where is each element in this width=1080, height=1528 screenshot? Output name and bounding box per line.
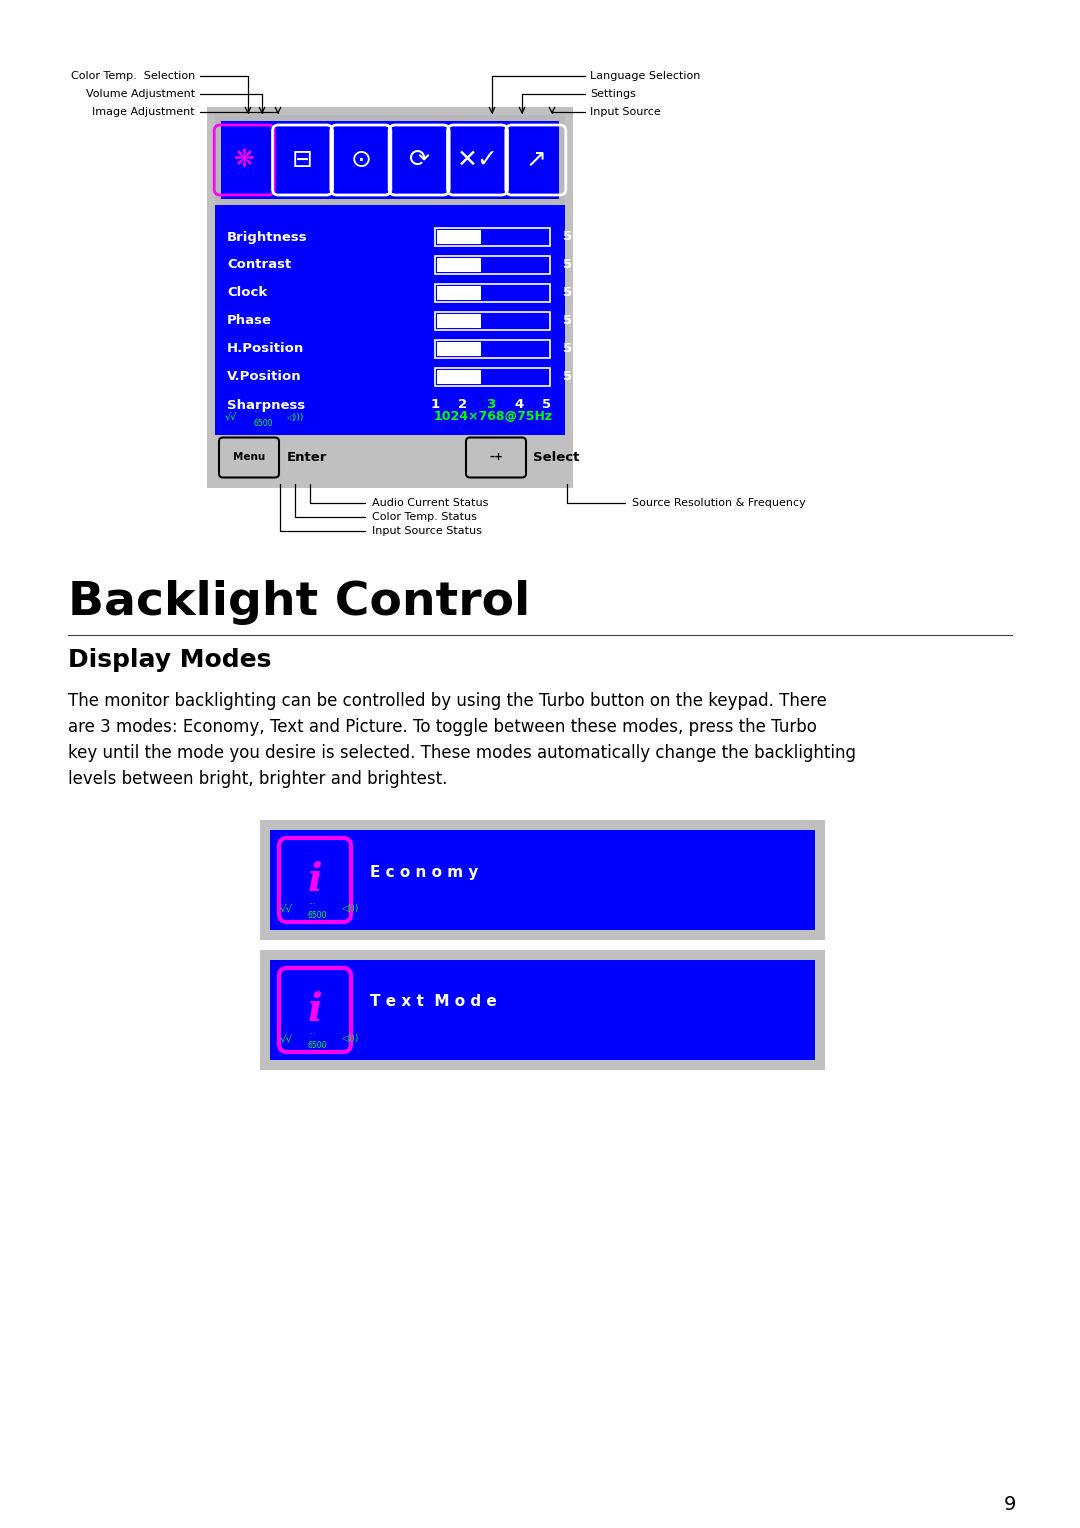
Text: √√: √√: [225, 413, 238, 422]
Text: Volume Adjustment: Volume Adjustment: [86, 89, 195, 99]
Text: ···: ···: [253, 408, 260, 417]
FancyBboxPatch shape: [465, 437, 526, 477]
Text: Color Temp. Status: Color Temp. Status: [372, 512, 477, 523]
Text: ···: ···: [308, 900, 315, 909]
Bar: [435, 257, 550, 274]
Text: 5: 5: [542, 399, 552, 411]
Text: are 3 modes: Economy, Text and Picture. To toggle between these modes, press the: are 3 modes: Economy, Text and Picture. …: [68, 718, 816, 736]
Bar: [221, 121, 559, 199]
Text: The monitor backlighting can be controlled by using the Turbo button on the keyp: The monitor backlighting can be controll…: [68, 692, 827, 711]
Text: ⟳: ⟳: [408, 148, 430, 173]
Text: V.Position: V.Position: [227, 370, 301, 384]
Text: ⊟: ⊟: [292, 148, 313, 173]
Text: Image Adjustment: Image Adjustment: [93, 107, 195, 118]
FancyBboxPatch shape: [219, 437, 279, 477]
Text: ↗: ↗: [525, 148, 546, 173]
Text: 1024×768@75Hz: 1024×768@75Hz: [434, 411, 553, 423]
Text: 50: 50: [563, 370, 581, 384]
Bar: [435, 284, 550, 303]
Text: E c o n o m y: E c o n o m y: [370, 865, 478, 880]
Text: 2: 2: [458, 399, 468, 411]
Bar: [215, 115, 565, 205]
Text: Input Source Status: Input Source Status: [372, 526, 482, 536]
Text: 3: 3: [486, 399, 496, 411]
Bar: [435, 341, 550, 358]
Text: 50: 50: [563, 231, 581, 243]
Text: 50: 50: [563, 315, 581, 327]
Bar: [260, 950, 825, 1070]
Text: 6500: 6500: [308, 911, 327, 920]
Text: Audio Current Status: Audio Current Status: [372, 498, 488, 507]
Bar: [437, 313, 481, 329]
Text: ◁))): ◁))): [287, 413, 305, 422]
Text: Display Modes: Display Modes: [68, 648, 271, 672]
Text: 50: 50: [563, 258, 581, 272]
Text: √√: √√: [280, 903, 294, 914]
Text: Settings: Settings: [590, 89, 636, 99]
Bar: [437, 286, 481, 299]
Bar: [437, 231, 481, 244]
Text: Sharpness: Sharpness: [227, 399, 306, 411]
Text: 6500: 6500: [253, 419, 272, 428]
Text: ✕✓: ✕✓: [457, 148, 499, 173]
Text: i: i: [308, 860, 322, 898]
Text: 50: 50: [563, 287, 581, 299]
Text: –+: –+: [489, 452, 503, 463]
Text: i: i: [308, 992, 322, 1028]
Text: ⊙: ⊙: [350, 148, 372, 173]
Text: Language Selection: Language Selection: [590, 70, 700, 81]
Text: T e x t  M o d e: T e x t M o d e: [370, 995, 497, 1010]
Bar: [215, 205, 565, 435]
Bar: [437, 258, 481, 272]
Bar: [260, 821, 825, 940]
Text: ···: ···: [308, 1030, 315, 1039]
Text: Enter: Enter: [287, 451, 327, 465]
Text: Input Source: Input Source: [590, 107, 661, 118]
Bar: [207, 107, 573, 487]
Bar: [270, 830, 815, 931]
Text: 1: 1: [431, 399, 440, 411]
Bar: [435, 312, 550, 330]
Text: 4: 4: [514, 399, 524, 411]
Text: 6500: 6500: [308, 1041, 327, 1050]
Bar: [215, 435, 565, 480]
Bar: [435, 228, 550, 246]
Bar: [437, 342, 481, 356]
Text: 9: 9: [1003, 1496, 1016, 1514]
Text: Select: Select: [534, 451, 579, 465]
Text: Source Resolution & Frequency: Source Resolution & Frequency: [632, 498, 806, 507]
Text: Clock: Clock: [227, 287, 267, 299]
Text: 50: 50: [563, 342, 581, 356]
Text: Backlight Control: Backlight Control: [68, 581, 530, 625]
Text: Menu: Menu: [233, 452, 265, 463]
Text: Color Temp.  Selection: Color Temp. Selection: [71, 70, 195, 81]
Text: √√: √√: [280, 1033, 294, 1044]
Text: key until the mode you desire is selected. These modes automatically change the : key until the mode you desire is selecte…: [68, 744, 856, 762]
Text: ◁))): ◁))): [342, 1033, 360, 1042]
Bar: [270, 960, 815, 1060]
Text: H.Position: H.Position: [227, 342, 305, 356]
Text: ◁))): ◁))): [342, 903, 360, 912]
Bar: [437, 370, 481, 384]
Bar: [435, 368, 550, 387]
Text: Brightness: Brightness: [227, 231, 308, 243]
Text: ❋: ❋: [233, 148, 255, 173]
Text: levels between bright, brighter and brightest.: levels between bright, brighter and brig…: [68, 770, 447, 788]
Text: Phase: Phase: [227, 315, 272, 327]
Text: Contrast: Contrast: [227, 258, 292, 272]
